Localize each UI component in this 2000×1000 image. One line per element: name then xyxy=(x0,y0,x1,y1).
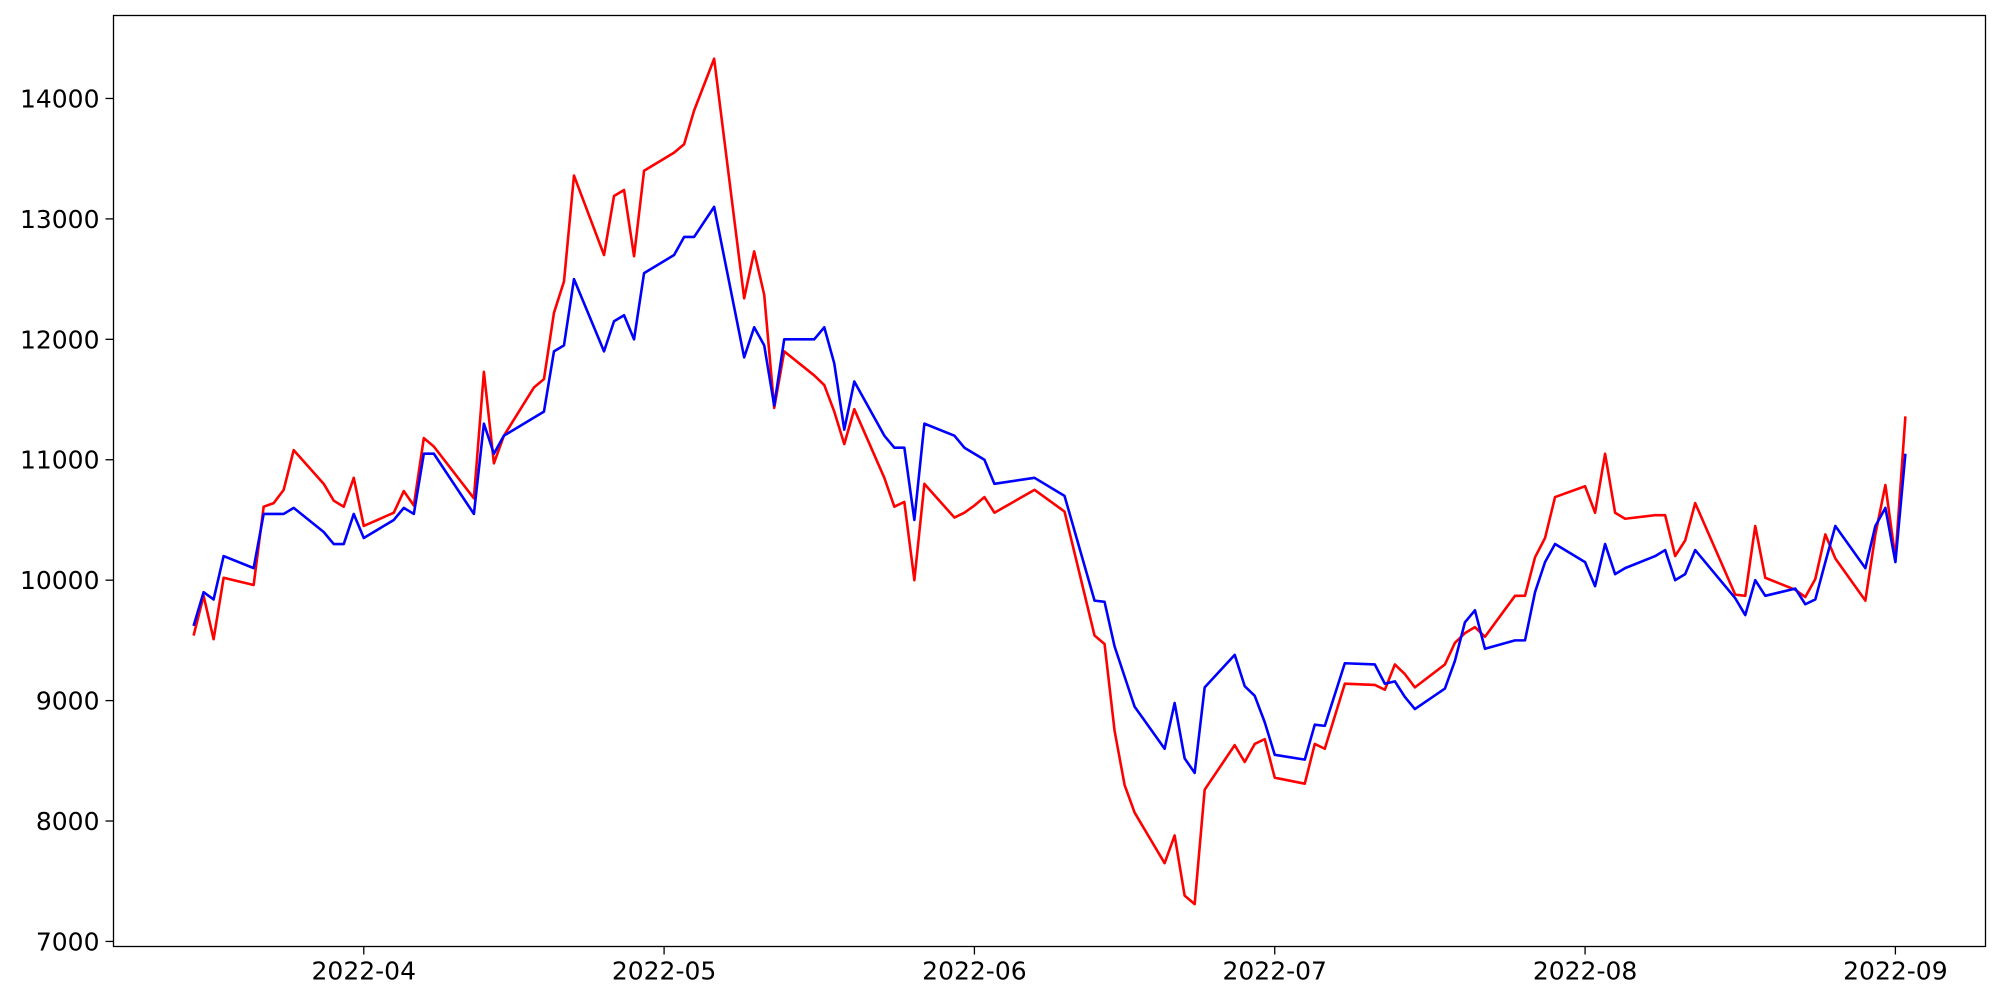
y-tick-label: 11000 xyxy=(20,446,100,475)
y-tick-label: 14000 xyxy=(20,84,100,113)
x-tick-label: 2022-04 xyxy=(312,957,416,986)
y-tick-label: 9000 xyxy=(36,687,100,716)
y-tick-label: 13000 xyxy=(20,205,100,234)
y-tick-label: 8000 xyxy=(36,807,100,836)
x-tick-label: 2022-09 xyxy=(1843,957,1947,986)
series-line xyxy=(192,205,1907,775)
plot-frame xyxy=(112,14,1987,948)
y-tick-label: 12000 xyxy=(20,325,100,354)
y-tick-label: 10000 xyxy=(20,566,100,595)
x-tick-label: 2022-08 xyxy=(1533,957,1637,986)
x-tick-label: 2022-05 xyxy=(612,957,716,986)
x-tick-label: 2022-06 xyxy=(922,957,1026,986)
x-tick-label: 2022-07 xyxy=(1223,957,1327,986)
y-tick-label: 7000 xyxy=(36,927,100,956)
series-line xyxy=(192,57,1907,906)
